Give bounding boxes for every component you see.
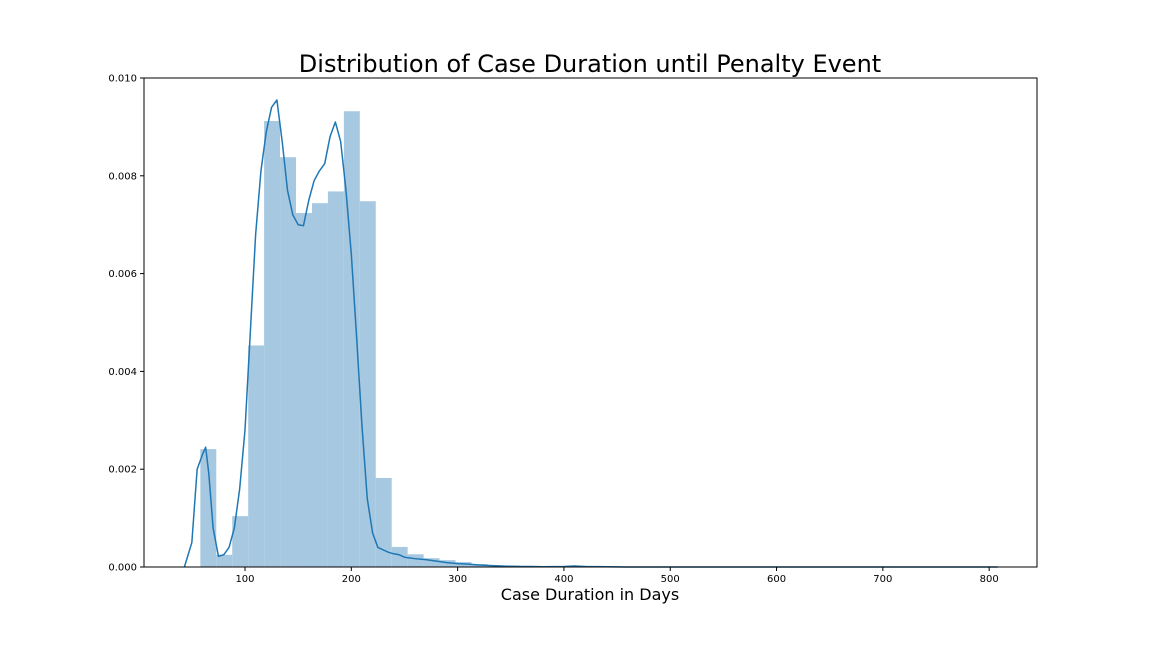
histogram-bar <box>423 558 440 567</box>
histogram-bar <box>232 516 249 567</box>
histogram-bar <box>407 554 424 567</box>
histogram-bar <box>296 212 312 568</box>
x-tick-label: 700 <box>873 574 892 585</box>
histogram-bar <box>359 201 376 567</box>
histogram-bar <box>280 157 297 567</box>
x-axis-ticks: 100 200 300 400 500 600 700 800 <box>235 567 999 585</box>
kde-line <box>183 99 998 568</box>
histogram-bar <box>311 203 328 567</box>
x-axis-label: Case Duration in Days <box>501 585 679 604</box>
x-tick-label: 500 <box>661 574 680 585</box>
histogram-bar <box>391 546 408 567</box>
y-tick-label: 0.008 <box>108 171 137 182</box>
y-tick-label: 0.004 <box>108 367 137 378</box>
histogram-bar <box>248 345 265 567</box>
y-tick-label: 0.000 <box>108 563 137 574</box>
x-tick-label: 200 <box>342 574 361 585</box>
histogram-bar <box>264 121 281 568</box>
x-tick-label: 100 <box>235 574 254 585</box>
x-tick-label: 800 <box>980 574 999 585</box>
y-tick-label: 0.002 <box>108 465 137 476</box>
y-tick-label: 0.006 <box>108 269 137 280</box>
histogram-bar <box>343 111 360 567</box>
histogram-bar <box>216 554 233 567</box>
kde-line-layer <box>183 99 998 568</box>
plot-frame <box>143 77 1038 568</box>
chart-title: Distribution of Case Duration until Pena… <box>299 50 881 78</box>
histogram-bar <box>375 478 392 567</box>
histogram-bar <box>200 449 217 567</box>
x-tick-label: 300 <box>448 574 467 585</box>
x-tick-label: 400 <box>554 574 573 585</box>
histogram-bar <box>439 560 456 567</box>
histogram-bar <box>327 191 344 567</box>
x-tick-label: 600 <box>767 574 786 585</box>
y-tick-label: 0.010 <box>108 74 137 85</box>
y-axis-ticks: 0.000 0.002 0.004 0.006 0.008 0.010 <box>108 74 144 574</box>
histogram-bars <box>200 111 520 568</box>
